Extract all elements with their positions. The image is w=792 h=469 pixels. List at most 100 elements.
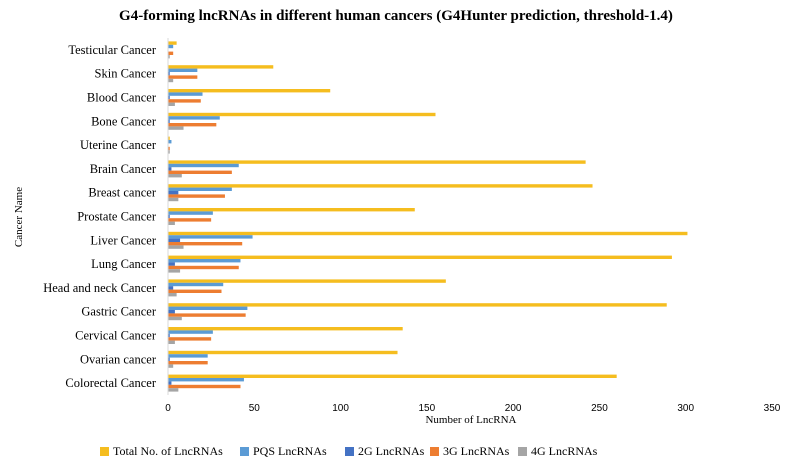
category-label: Head and neck Cancer [43, 281, 157, 295]
bar [168, 174, 182, 178]
bar [168, 310, 175, 314]
bar [168, 92, 203, 96]
bar [168, 116, 220, 120]
bar [168, 374, 617, 378]
legend-swatch [240, 446, 249, 456]
bar [168, 170, 232, 174]
x-axis-title: Number of LncRNA [425, 414, 516, 426]
legend-swatch [430, 446, 439, 456]
bar [168, 99, 201, 103]
legend-item: PQS LncRNAs [240, 443, 327, 459]
bar [168, 163, 239, 168]
bar [168, 381, 172, 385]
x-tick-label: 200 [505, 403, 522, 414]
bar [168, 167, 172, 171]
category-label: Brain Cancer [90, 162, 157, 176]
x-tick-label: 350 [764, 403, 781, 414]
bar [168, 265, 239, 270]
y-axis-title: Cancer Name [13, 187, 25, 247]
bar [168, 44, 174, 49]
bar [168, 313, 246, 317]
bar [168, 89, 331, 93]
bar [168, 245, 184, 249]
bar [168, 289, 222, 293]
category-label: Gastric Cancer [81, 305, 156, 319]
bar [168, 160, 586, 164]
chart-title: G4-forming lncRNAs in different human ca… [119, 8, 673, 24]
x-tick-label: 150 [419, 403, 436, 414]
bar [168, 364, 174, 368]
bar [168, 146, 170, 151]
bar [168, 214, 170, 219]
bar [168, 316, 182, 321]
category-label: Blood Cancer [87, 91, 157, 105]
bar [168, 112, 436, 117]
bar [168, 337, 212, 341]
bar [168, 262, 175, 266]
category-label: Testicular Cancer [68, 43, 156, 57]
bar [168, 231, 688, 236]
bar [168, 211, 213, 215]
bar [168, 221, 175, 225]
category-label: Skin Cancer [95, 67, 157, 81]
bar [168, 75, 198, 79]
bar [168, 184, 593, 188]
bar [168, 242, 243, 246]
x-tick-label: 300 [677, 403, 694, 414]
bar [168, 306, 248, 310]
bar [168, 350, 398, 355]
legend: Total No. of LncRNAs PQS LncRNAs 2G LncRNA… [100, 443, 720, 459]
bar [168, 255, 672, 259]
bar [168, 78, 174, 83]
bar [168, 191, 179, 195]
legend-swatch [345, 446, 354, 456]
x-tick-label: 250 [591, 403, 608, 414]
bar [168, 361, 208, 365]
bar [168, 95, 170, 100]
bar [168, 330, 213, 334]
bar [168, 279, 446, 283]
bar [168, 187, 232, 191]
x-tick-labels: 0 50 100 150 200 250 300 350 [165, 403, 781, 414]
bar [168, 357, 170, 361]
legend-label: 2G LncRNAs [358, 443, 425, 458]
bar [168, 354, 208, 358]
legend-item: 4G LncRNAs [518, 443, 597, 459]
bar [168, 65, 274, 69]
bar [168, 72, 170, 76]
bar [168, 123, 217, 127]
bar [168, 194, 225, 198]
category-labels: Testicular Cancer Skin Cancer Blood Cancer… [43, 43, 157, 390]
bar [168, 388, 179, 392]
x-tick-label: 50 [249, 403, 261, 414]
bar [168, 102, 175, 106]
bar [168, 208, 415, 212]
legend-label: 3G LncRNAs [443, 443, 510, 458]
bar [168, 293, 177, 297]
legend-item: Total No. of LncRNAs [100, 443, 223, 459]
category-label: Breast cancer [88, 186, 157, 200]
x-tick-label: 100 [332, 403, 349, 414]
bar [168, 269, 181, 273]
bar [168, 136, 170, 140]
category-label: Ovarian cancer [80, 352, 157, 366]
bar [168, 140, 172, 144]
bar [168, 126, 184, 130]
bar [168, 327, 403, 331]
legend-label: PQS LncRNAs [253, 443, 327, 458]
legend-label: Total No. of LncRNAs [113, 443, 223, 458]
x-tick-label: 0 [165, 403, 171, 414]
legend-swatch [100, 446, 109, 456]
bar [168, 238, 181, 242]
category-label: Liver Cancer [90, 233, 156, 247]
bar [168, 282, 224, 287]
category-label: Bone Cancer [91, 114, 157, 128]
bar [168, 378, 244, 382]
category-label: Lung Cancer [91, 257, 157, 271]
bar [168, 384, 241, 389]
bars-layer [168, 41, 688, 392]
bar [168, 333, 170, 338]
bar [168, 119, 170, 123]
bar [168, 235, 253, 239]
